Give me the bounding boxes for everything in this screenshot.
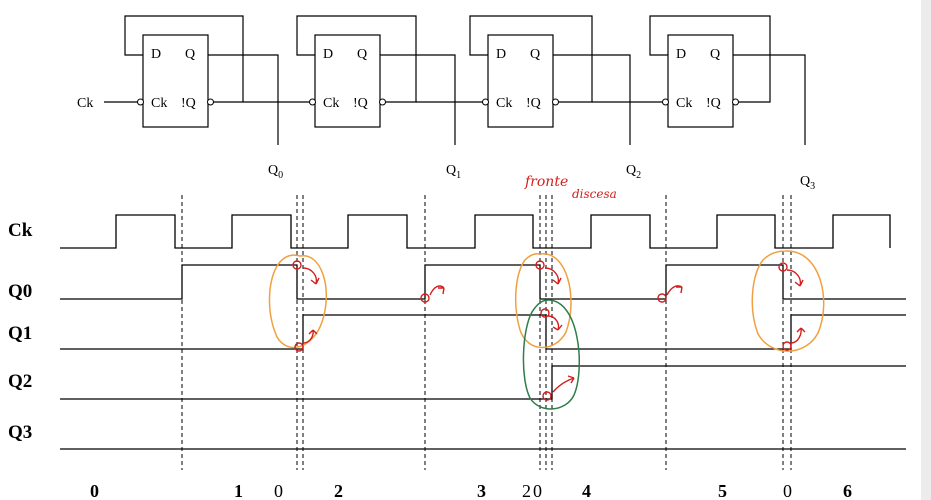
arrow-mark (791, 327, 806, 344)
signal-label-q2: Q2 (8, 371, 32, 392)
flipflop-2-q-wire (553, 54, 631, 145)
highlight-circle-orange (514, 253, 572, 349)
state-label: 5 (718, 481, 727, 500)
flipflop-0-feedback-wire (124, 15, 244, 103)
flipflop-1-nq-pin: !Q (353, 96, 368, 111)
flipflop-0-nq-pin: !Q (181, 96, 196, 111)
output-label-q3: Q3 (800, 174, 815, 192)
flipflop-0: D Q Ck !Q Q0 (124, 15, 283, 181)
highlight-circle-orange (268, 254, 328, 349)
arrow-mark (544, 267, 562, 285)
flipflop-2-q-pin: Q (530, 47, 540, 62)
state-label: 4 (582, 481, 591, 500)
flipflop-2: D Q Ck !Q Q2 (416, 15, 641, 181)
signal-label-q1: Q1 (8, 323, 32, 344)
flipflop-1-body (314, 34, 381, 128)
flipflop-2-feedback-wire (469, 15, 593, 103)
flipflop-3-body (667, 34, 734, 128)
arrow-mark (302, 329, 318, 344)
flipflop-3-q-pin: Q (710, 47, 720, 62)
flipflop-3-d-pin: D (676, 47, 686, 62)
flipflop-0-q-pin: Q (185, 47, 195, 62)
edge-mark-circle (542, 391, 552, 401)
state-label: 0 (274, 481, 283, 500)
flipflop-3-clock-bubble (662, 98, 669, 106)
annotation-discesa: discesa (572, 187, 617, 201)
flipflop-1-ck-pin: Ck (323, 96, 339, 111)
circuit-schematic: Ck D Q Ck !Q Q0 D Q Ck !Q Q1 (77, 15, 815, 192)
handwritten-annotations: fronte discesa (268, 174, 825, 410)
flipflop-1-nq-bubble (379, 98, 386, 106)
annotation-fronte: fronte (524, 174, 568, 190)
flipflop-3-nq-pin: !Q (706, 96, 721, 111)
flipflop-1: D Q Ck !Q Q1 (243, 15, 461, 181)
arrow-mark (666, 285, 683, 296)
clock-input-label: Ck (77, 96, 93, 111)
highlight-circle-green (522, 299, 581, 410)
state-sequence: 0 1 0 2 3 2 0 4 5 0 6 (90, 481, 852, 500)
edge-mark-circle (782, 341, 792, 351)
flipflop-3-ck-pin: Ck (676, 96, 692, 111)
edge-mark-circle (420, 293, 430, 303)
flipflop-0-nq-bubble (207, 98, 214, 106)
state-label: 2 (334, 481, 343, 500)
state-label: 6 (843, 481, 852, 500)
arrow-mark (786, 269, 804, 287)
flipflop-2-body (487, 34, 554, 128)
waveform-q1 (60, 314, 906, 350)
flipflop-0-body (142, 34, 209, 128)
timing-diagram: Ck Q0 Q1 Q2 Q3 0 1 0 2 3 (8, 195, 906, 500)
flipflop-3: D Q Ck !Q Q3 (592, 15, 815, 192)
signal-label-q0: Q0 (8, 281, 32, 302)
waveform-q0 (60, 264, 906, 300)
edge-markers (181, 195, 792, 470)
edge-mark-circle (292, 260, 302, 270)
flipflop-3-q-wire (733, 54, 806, 145)
output-label-q1: Q1 (446, 163, 461, 181)
edge-mark-circle (540, 308, 550, 318)
flipflop-0-ck-pin: Ck (151, 96, 167, 111)
state-label: 2 (522, 481, 531, 500)
output-label-q2: Q2 (626, 163, 641, 181)
flipflop-2-nq-pin: !Q (526, 96, 541, 111)
flipflop-0-q-wire (208, 54, 279, 145)
flipflop-1-q-pin: Q (357, 47, 367, 62)
flipflop-3-nq-bubble (732, 98, 739, 106)
flipflop-1-q-wire (380, 54, 456, 145)
flipflop-1-clock-bubble (309, 98, 316, 106)
arrow-mark (547, 315, 563, 331)
state-label: 0 (533, 481, 542, 500)
arrow-mark (429, 285, 445, 296)
state-label: 0 (90, 481, 99, 500)
flipflop-0-clock-bubble (137, 98, 144, 106)
edge-mark-circle (535, 260, 545, 270)
flipflop-1-d-pin: D (323, 47, 333, 62)
edge-mark-circle (657, 293, 667, 303)
signal-label-ck: Ck (8, 220, 33, 241)
vertical-scrollbar[interactable] (921, 0, 931, 500)
edge-mark-circle (294, 342, 304, 352)
output-label-q0: Q0 (268, 163, 283, 181)
arrow-mark (302, 267, 320, 285)
flipflop-2-clock-bubble (482, 98, 489, 106)
arrow-mark (552, 375, 575, 393)
flipflop-0-d-pin: D (151, 47, 161, 62)
state-label: 0 (783, 481, 792, 500)
flipflop-2-d-pin: D (496, 47, 506, 62)
state-label: 3 (477, 481, 486, 500)
signal-label-q3: Q3 (8, 422, 32, 443)
flipflop-2-nq-bubble (552, 98, 559, 106)
edge-mark-circle (778, 262, 788, 272)
flipflop-3-feedback-wire (649, 15, 771, 103)
flipflop-1-feedback-wire (296, 15, 417, 103)
waveform-q2 (60, 365, 906, 400)
state-label: 1 (234, 481, 243, 500)
flipflop-2-ck-pin: Ck (496, 96, 512, 111)
highlight-circle-orange (751, 250, 825, 352)
waveform-ck (60, 214, 891, 249)
